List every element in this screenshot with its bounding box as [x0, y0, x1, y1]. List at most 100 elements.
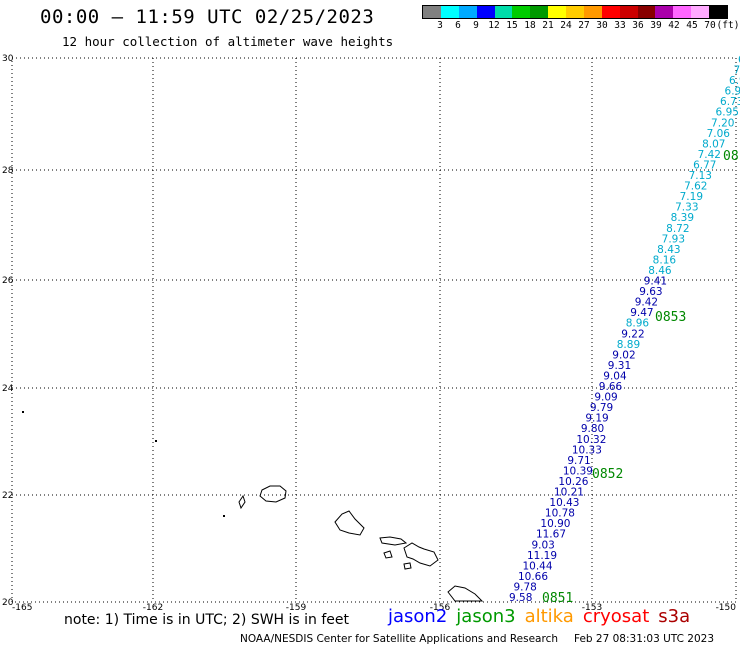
legend-labels: 3 6 9 12 15 18 21 24 27 30 33 36 39 42 45 70 (ft) [422, 20, 739, 32]
legend-label: 21 [542, 20, 554, 31]
legend-label: 24 [560, 20, 572, 31]
legend-label: 27 [578, 20, 590, 31]
legend-label: 9 [473, 20, 479, 31]
swh-value-label: 10.66 [518, 571, 548, 583]
swh-value-label: 9.31 [608, 360, 631, 372]
legend-swatch [566, 6, 584, 18]
legend-label: 45 [686, 20, 698, 31]
kauai-island [259, 485, 287, 503]
satellite-legend: jason2 jason3 altika cryosat s3a [388, 606, 699, 627]
swh-value-label: 11.67 [536, 529, 566, 541]
legend-label: 70 [704, 20, 716, 31]
x-tick-label: -165 [12, 603, 32, 613]
legend-swatch [691, 6, 709, 18]
islet [155, 440, 157, 442]
swh-value-label: 8.16 [653, 254, 677, 266]
swh-value-label: 9.09 [594, 392, 617, 404]
hawaiian-islands [238, 485, 484, 602]
y-tick-label: 26 [2, 276, 14, 286]
swh-value-label: 7.62 [684, 181, 707, 193]
note-text: note: 1) Time is in UTC; 2) SWH is in fe… [64, 612, 350, 628]
x-tick-label: -162 [143, 603, 163, 613]
x-tick-label: -150 [716, 603, 737, 613]
map-grid [11, 57, 737, 603]
swh-value-label: 9.66 [599, 381, 623, 393]
swh-value-label: 7.06 [707, 128, 731, 140]
satellite-name-jason2: jason2 [388, 606, 448, 627]
pass-time-label: 0851 [542, 591, 573, 606]
swh-value-label: 8.43 [657, 244, 680, 256]
footer: NOAA/NESDIS Center for Satellite Applica… [240, 633, 714, 645]
swh-value-label: 7.20 [711, 117, 734, 129]
swh-value-label: 7. [734, 65, 740, 77]
swh-value-label: 8.72 [666, 223, 689, 235]
legend-swatch [655, 6, 674, 18]
map-frame [11, 57, 737, 603]
legend-label: 6 [455, 20, 461, 31]
legend-swatch [709, 6, 727, 18]
swh-value-label: 9.78 [513, 581, 536, 593]
pass-time-label: 0852 [592, 467, 623, 482]
islet [22, 411, 24, 413]
swh-value-label: 9.47 [630, 307, 653, 319]
x-tick-label: -153 [582, 603, 602, 613]
swh-value-label: 8.96 [626, 318, 650, 330]
y-tick-label: 20 [2, 598, 14, 608]
swh-value-label: 7.19 [680, 191, 703, 203]
swh-value-label: 9.42 [635, 297, 658, 309]
hawaii-island [447, 585, 484, 602]
legend-swatch [476, 6, 495, 18]
legend-label: (ft) [716, 20, 740, 31]
swh-value-label: 10.43 [549, 497, 579, 509]
swh-value-label: 7.33 [675, 202, 698, 214]
swh-value-label: 11.19 [527, 550, 557, 562]
pass-time-label: 08 [723, 149, 739, 164]
swh-value-label: 6 [738, 54, 740, 66]
legend-label: 36 [632, 20, 644, 31]
kahoolawe-island [403, 562, 412, 570]
legend-swatch [637, 6, 656, 18]
map-subtitle: 12 hour collection of altimeter wave hei… [62, 34, 394, 49]
legend-label: 30 [596, 20, 608, 31]
swh-value-label: 8.89 [617, 339, 640, 351]
swh-value-label: 10.44 [522, 560, 552, 572]
swh-value-label: 6.77 [693, 159, 716, 171]
map-title: 00:00 – 11:59 UTC 02/25/2023 [40, 6, 375, 28]
legend-label: 42 [668, 20, 680, 31]
legend-swatch [583, 6, 602, 18]
legend-label: 18 [524, 20, 536, 31]
pass-time-labels: 0851 0852 0853 08 [542, 149, 739, 606]
y-tick-label: 24 [2, 384, 14, 394]
swh-value-label: 9.41 [644, 276, 667, 288]
footer-agency: NOAA/NESDIS Center for Satellite Applica… [240, 633, 558, 645]
y-tick-label: 30 [2, 54, 14, 64]
swh-value-label: 6.73 [720, 96, 740, 108]
islet [223, 515, 225, 517]
legend-swatch [512, 6, 531, 18]
swh-value-label: 9.71 [567, 455, 590, 467]
pass-time-label: 0853 [655, 310, 686, 325]
legend-swatch [494, 6, 513, 18]
swh-value-label: 9.63 [639, 286, 662, 298]
legend-swatch [530, 6, 549, 18]
legend-swatch [458, 6, 477, 18]
satellite-name-s3a: s3a [658, 606, 691, 627]
swh-value-label: 6.98 [725, 86, 740, 98]
swh-value-label: 6.95 [716, 107, 739, 119]
swh-value-label: 7.42 [698, 149, 721, 161]
y-tick-label: 22 [2, 491, 13, 501]
swh-value-label: 9.03 [531, 539, 554, 551]
x-tick-label: -159 [286, 603, 307, 613]
wave-height-legend: 3 6 9 12 15 18 21 24 27 30 33 36 39 42 45 70 (ft) [422, 5, 739, 32]
small-islets [22, 411, 225, 517]
swh-value-label: 10.33 [572, 444, 602, 456]
swh-value-label: 10.90 [540, 518, 570, 530]
swh-value-label: 7.93 [662, 233, 685, 245]
swh-value-label: 9.04 [603, 370, 627, 382]
legend-label: 3 [437, 20, 443, 31]
swh-value-label: 9.22 [621, 328, 644, 340]
legend-swatch [601, 6, 620, 18]
legend-label: 39 [650, 20, 662, 31]
swh-value-label: 9.02 [612, 349, 635, 361]
